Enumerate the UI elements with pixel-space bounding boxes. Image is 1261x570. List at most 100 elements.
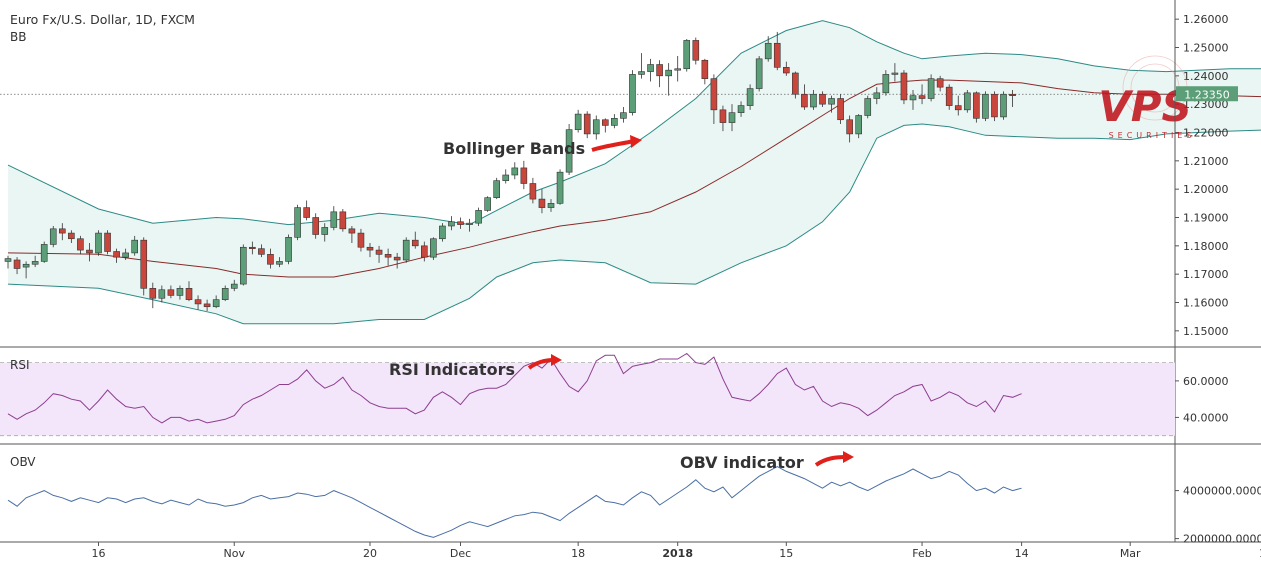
candle xyxy=(96,230,102,256)
candle-body-bullish xyxy=(964,93,970,110)
candle-body-bearish xyxy=(901,73,907,100)
candle-body-bullish xyxy=(675,69,681,70)
price-tick-label: 1.19000 xyxy=(1183,212,1229,225)
candle-body-bullish xyxy=(756,59,762,89)
candle-body-bearish xyxy=(313,218,319,235)
candle-body-bearish xyxy=(539,199,545,208)
price-tick-label: 1.26000 xyxy=(1183,13,1229,26)
candle-body-bearish xyxy=(937,79,943,88)
time-tick-label: 16 xyxy=(92,547,106,560)
candle xyxy=(50,226,56,247)
price-tick-label: 1.21000 xyxy=(1183,155,1229,168)
time-tick-label: 18 xyxy=(571,547,585,560)
obv-pane-label: OBV xyxy=(10,455,36,469)
logo-subtext: SECURITIES xyxy=(1109,131,1196,140)
candle-body-bullish xyxy=(159,290,165,299)
candle-body-bearish xyxy=(304,208,310,218)
candle-body-bullish xyxy=(982,94,988,118)
candle xyxy=(629,70,635,115)
candle-body-bearish xyxy=(59,229,65,233)
candle-body-bullish xyxy=(729,113,735,123)
candle-body-bullish xyxy=(322,227,328,234)
price-tick-label: 1.15000 xyxy=(1183,325,1229,338)
candle-body-bullish xyxy=(639,72,645,75)
candle-body-bullish xyxy=(910,96,916,100)
candle-body-bearish xyxy=(68,233,74,239)
candle-body-bearish xyxy=(412,240,418,246)
candle xyxy=(684,39,690,72)
chart-title: Euro Fx/U.S. Dollar, 1D, FXCM xyxy=(10,12,195,27)
current-price-tag: 1.23350 xyxy=(1176,86,1238,101)
rsi-pane-label: RSI xyxy=(10,358,30,372)
candle-body-bullish xyxy=(231,284,237,288)
time-tick-label: Feb xyxy=(912,547,931,560)
candle-body-bearish xyxy=(458,222,464,225)
candle xyxy=(557,169,563,204)
candle-body-bearish xyxy=(186,288,192,299)
candle xyxy=(141,237,147,295)
candle-body-bullish xyxy=(32,261,38,264)
time-tick-label: Dec xyxy=(450,547,471,560)
candle-body-bullish xyxy=(747,89,753,106)
price-tick-label: 1.18000 xyxy=(1183,240,1229,253)
candle-body-bearish xyxy=(150,288,156,298)
candle xyxy=(756,56,762,91)
candle-body-bearish xyxy=(720,110,726,123)
candle-body-bullish xyxy=(1001,94,1007,117)
candle-body-bullish xyxy=(856,116,862,134)
candle xyxy=(340,209,346,232)
candle-body-bearish xyxy=(14,260,20,269)
candle xyxy=(838,94,844,124)
candle-body-bullish xyxy=(403,240,409,260)
candle-body-bearish xyxy=(168,290,174,296)
candle-body-bullish xyxy=(277,261,283,264)
candle-body-bearish xyxy=(919,96,925,99)
candle-body-bearish xyxy=(838,99,844,120)
candle-body-bearish xyxy=(195,300,201,304)
candle-body-bullish xyxy=(593,120,599,134)
candle-body-bearish xyxy=(820,94,826,104)
candle xyxy=(485,196,491,212)
price-tick-label: 1.20000 xyxy=(1183,183,1229,196)
time-tick-label: Mar xyxy=(1120,547,1141,560)
candle-body-bearish xyxy=(86,250,92,253)
candle xyxy=(41,242,47,263)
candle xyxy=(105,230,111,254)
candle-body-bearish xyxy=(421,246,427,257)
candle-body-bearish xyxy=(792,73,798,94)
candle-body-bullish xyxy=(548,203,554,207)
candle xyxy=(240,244,246,285)
candle-body-bearish xyxy=(702,60,708,78)
candle-body-bearish xyxy=(394,257,400,260)
candle-body-bearish xyxy=(349,229,355,233)
rsi-tick-label: 60.0000 xyxy=(1183,375,1229,388)
candle xyxy=(494,178,500,199)
price-tick-label: 1.24000 xyxy=(1183,70,1229,83)
time-tick-label: 15 xyxy=(779,547,793,560)
candle xyxy=(792,72,798,99)
candle-body-bearish xyxy=(991,94,997,117)
candle xyxy=(928,74,934,101)
candle xyxy=(982,91,988,121)
candle-body-bullish xyxy=(512,168,518,175)
candle-body-bearish xyxy=(249,247,255,248)
candle-body-bearish xyxy=(693,40,699,60)
candle xyxy=(901,70,907,104)
candle-body-bearish xyxy=(204,304,210,307)
indicator-label: BB xyxy=(10,30,26,44)
bollinger-annotation: Bollinger Bands xyxy=(443,139,585,158)
candle-body-bullish xyxy=(132,240,138,253)
candle xyxy=(964,90,970,113)
candle-body-bearish xyxy=(774,43,780,67)
candle-body-bullish xyxy=(648,65,654,72)
candle xyxy=(693,38,699,65)
candle-body-bullish xyxy=(810,94,816,107)
candle-body-bullish xyxy=(467,223,473,224)
rsi-tick-label: 40.0000 xyxy=(1183,411,1229,424)
candle xyxy=(430,237,436,260)
candle xyxy=(403,237,409,263)
candle-body-bullish xyxy=(430,239,436,257)
candle-body-bullish xyxy=(738,106,744,113)
candle-body-bullish xyxy=(96,233,102,253)
candle-body-bearish xyxy=(584,114,590,134)
